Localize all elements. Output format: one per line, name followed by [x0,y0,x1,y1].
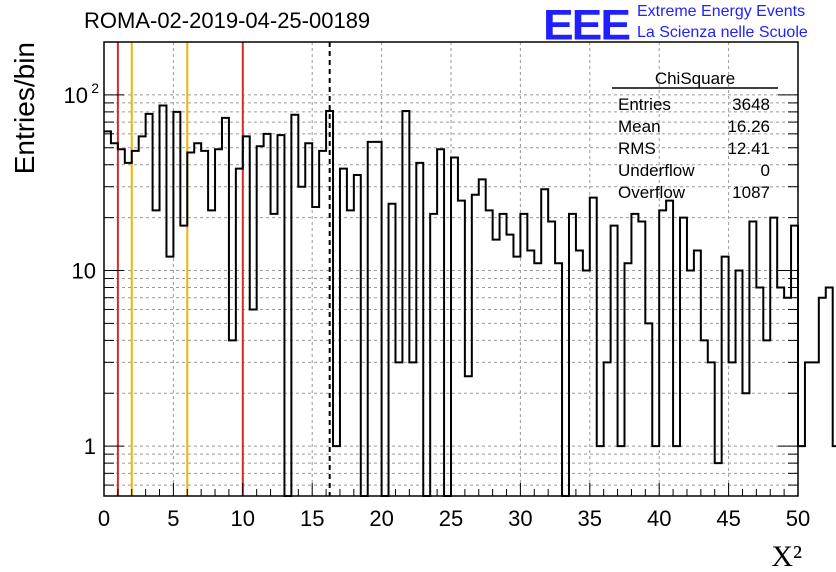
stats-row-label: Underflow [618,161,695,180]
stats-box: ChiSquare Entries 3648 Mean 16.26 RMS 12.41 Und… [612,69,778,202]
stats-row-value: 1087 [732,183,770,202]
chart-title: ROMA-02-2019-04-25-00189 [84,8,371,33]
stats-row-value: 3648 [732,95,770,114]
x-tick-label: 40 [647,506,671,531]
stats-row-label: Entries [618,95,671,114]
histogram-series [104,104,836,497]
grid-layer [104,41,798,496]
stats-row-label: Overflow [618,183,686,202]
x-tick-label: 15 [300,506,324,531]
stats-row-value: 16.26 [727,117,770,136]
x-tick-label: 10 [231,506,255,531]
x-axis-label: X² [771,540,802,572]
logo-subtitle-line2: La Scienza nelle Scuole [637,24,808,41]
marker-lines-layer [116,42,331,496]
eee-logo: EEE [543,0,631,49]
stats-row-label: Mean [618,117,661,136]
x-tick-label: 25 [439,506,463,531]
stats-box-name: ChiSquare [655,69,735,88]
x-tick-label: 35 [578,506,602,531]
x-tick-label: 0 [98,506,110,531]
logo-subtitle-line1: Extreme Energy Events [637,3,806,20]
x-tick-label: 30 [508,506,532,531]
y-tick-label: 1 [84,434,96,459]
y-axis-label: Entries/bin [9,42,40,174]
y-tick-label: 10 [64,83,88,108]
x-tick-label: 45 [716,506,740,531]
stats-row-value: 0 [761,161,770,180]
stats-row-value: 12.41 [727,139,770,158]
x-tick-label: 50 [786,506,810,531]
y-tick-exponent: 2 [91,80,99,96]
x-tick-label: 5 [167,506,179,531]
y-tick-label: 10 [72,258,96,283]
x-tick-label: 20 [369,506,393,531]
ticks-layer [103,41,799,496]
stats-row-label: RMS [618,139,656,158]
